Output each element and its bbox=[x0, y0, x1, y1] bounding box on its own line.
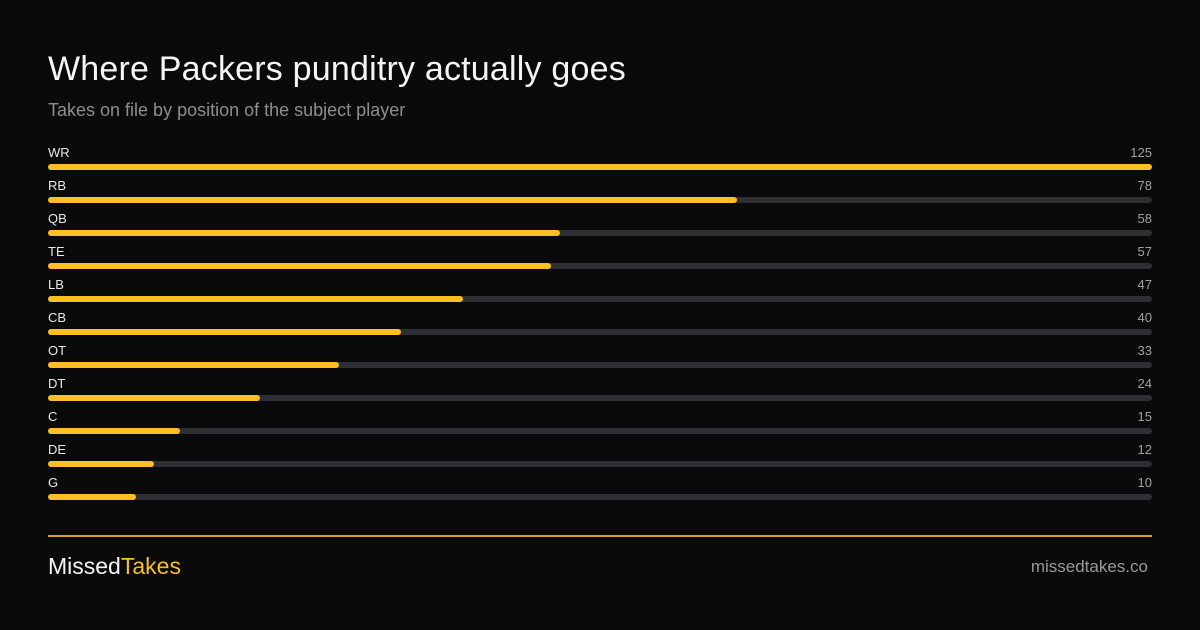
brand-logo: MissedTakes bbox=[48, 553, 181, 580]
bar-value-label: 33 bbox=[1137, 343, 1152, 358]
bar-row-de: DE 12 bbox=[48, 440, 1152, 473]
bar-label: QB bbox=[48, 211, 67, 226]
bar-track bbox=[48, 329, 1152, 335]
bar-value-label: 78 bbox=[1137, 178, 1152, 193]
bar-chart: WR 125 RB 78 QB 58 TE 57 LB 47 CB 40 OT 33 DT 24 C 15 DE 12… bbox=[48, 143, 1152, 506]
bar-row-rb: RB 78 bbox=[48, 176, 1152, 209]
bar-label: CB bbox=[48, 310, 67, 325]
bar-track bbox=[48, 461, 1152, 467]
bar-track bbox=[48, 395, 1152, 401]
bar-track bbox=[48, 362, 1152, 368]
bar-row-qb: QB 58 bbox=[48, 209, 1152, 242]
bar-track bbox=[48, 263, 1152, 269]
bar-value-label: 47 bbox=[1137, 277, 1152, 292]
site-url: missedtakes.co bbox=[1030, 557, 1148, 576]
bar-fill bbox=[48, 164, 1152, 170]
footer-divider bbox=[48, 535, 1152, 537]
bar-row-wr: WR 125 bbox=[48, 143, 1152, 176]
bar-value-label: 15 bbox=[1137, 409, 1152, 424]
bar-row-te: TE 57 bbox=[48, 242, 1152, 275]
bar-track bbox=[48, 230, 1152, 236]
bar-value-label: 10 bbox=[1137, 475, 1152, 490]
bar-fill bbox=[48, 197, 737, 203]
bar-fill bbox=[48, 494, 137, 500]
bar-value-label: 24 bbox=[1137, 376, 1152, 391]
brand-main: Missed bbox=[48, 553, 121, 579]
chart-title: Where Packers punditry actually goes bbox=[48, 50, 626, 88]
bar-label: DE bbox=[48, 442, 67, 457]
bar-label: OT bbox=[48, 343, 67, 358]
bar-row-dt: DT 24 bbox=[48, 374, 1152, 407]
bar-fill bbox=[48, 263, 552, 269]
bar-value-label: 57 bbox=[1137, 244, 1152, 259]
bar-track bbox=[48, 164, 1152, 170]
bar-label: TE bbox=[48, 244, 65, 259]
bar-value-label: 58 bbox=[1137, 211, 1152, 226]
bar-row-g: G 10 bbox=[48, 473, 1152, 506]
bar-track bbox=[48, 428, 1152, 434]
bar-fill bbox=[48, 428, 181, 434]
bar-fill bbox=[48, 329, 402, 335]
bar-fill bbox=[48, 461, 154, 467]
bar-fill bbox=[48, 296, 464, 302]
bar-row-cb: CB 40 bbox=[48, 308, 1152, 341]
bar-track bbox=[48, 197, 1152, 203]
bar-value-label: 12 bbox=[1137, 442, 1152, 457]
bar-value-label: 125 bbox=[1130, 145, 1152, 160]
bar-row-ot: OT 33 bbox=[48, 341, 1152, 374]
bar-label: LB bbox=[48, 277, 64, 292]
bar-fill bbox=[48, 395, 260, 401]
bar-track bbox=[48, 296, 1152, 302]
bar-track bbox=[48, 494, 1152, 500]
brand-accent: Takes bbox=[120, 553, 181, 579]
bar-fill bbox=[48, 230, 561, 236]
bar-value-label: 40 bbox=[1137, 310, 1152, 325]
bar-fill bbox=[48, 362, 340, 368]
bar-row-lb: LB 47 bbox=[48, 275, 1152, 308]
bar-label: G bbox=[48, 475, 59, 490]
bar-label: WR bbox=[48, 145, 70, 160]
bar-label: RB bbox=[48, 178, 67, 193]
chart-subtitle: Takes on file by position of the subject… bbox=[48, 100, 406, 120]
bar-row-c: C 15 bbox=[48, 407, 1152, 440]
bar-label: DT bbox=[48, 376, 66, 391]
bar-label: C bbox=[48, 409, 58, 424]
